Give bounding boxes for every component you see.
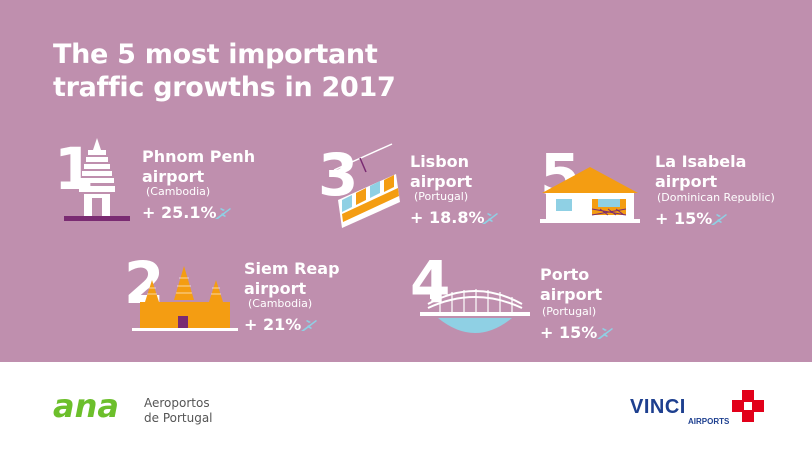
airport-country: (Portugal) xyxy=(414,190,469,203)
airport-name-line-2: airport xyxy=(410,172,473,191)
plane-icon xyxy=(482,213,498,224)
house-icon xyxy=(540,167,640,223)
vinci-logo-sub: AIRPORTS xyxy=(688,417,730,426)
airport-name-line-2: airport xyxy=(655,172,718,191)
traffic-growth: + 18.8% xyxy=(410,208,485,227)
title-line-1: The 5 most important xyxy=(53,39,378,70)
airport-name-line-1: Porto xyxy=(540,265,590,284)
plane-icon xyxy=(597,328,613,339)
temple-icon xyxy=(132,266,238,331)
airport-country: (Portugal) xyxy=(542,305,597,318)
infographic-panel xyxy=(0,0,812,362)
airport-name-line-1: Siem Reap xyxy=(244,259,340,278)
page-title: The 5 most important traffic growths in … xyxy=(53,38,396,104)
airport-country: (Cambodia) xyxy=(146,185,211,198)
airport-country: (Cambodia) xyxy=(248,297,313,310)
ana-logo-text: ana xyxy=(53,392,119,422)
plane-icon xyxy=(711,214,727,225)
footer xyxy=(0,362,812,451)
bridge-icon xyxy=(420,289,530,333)
tram-icon xyxy=(333,143,400,228)
pagoda-icon xyxy=(64,138,130,221)
traffic-growth: + 25.1% xyxy=(142,203,217,222)
airport-name-line-2: airport xyxy=(244,279,307,298)
ana-caption-line-1: Aeroportos xyxy=(144,396,210,410)
vinci-logo-word: VINCI xyxy=(630,396,686,418)
airport-name-line-2: airport xyxy=(142,167,205,186)
airport-name-line-1: Phnom Penh xyxy=(142,147,256,166)
ana-caption-line-2: de Portugal xyxy=(144,411,213,425)
traffic-growth: + 21% xyxy=(244,315,302,334)
airport-country: (Dominican Republic) xyxy=(657,191,775,204)
vinci-cross-icon xyxy=(732,390,764,422)
ana-caption: Aeroportos de Portugal xyxy=(144,396,213,426)
airport-name-line-2: airport xyxy=(540,285,603,304)
airport-name-line-1: Lisbon xyxy=(410,152,470,171)
plane-icon xyxy=(301,320,317,331)
title-line-2: traffic growths in 2017 xyxy=(53,72,396,103)
plane-icon xyxy=(215,208,231,219)
airport-name-line-1: La Isabela xyxy=(655,152,747,171)
traffic-growth: + 15% xyxy=(655,209,713,228)
ana-logo: ana xyxy=(53,392,119,422)
traffic-growth: + 15% xyxy=(540,323,598,342)
